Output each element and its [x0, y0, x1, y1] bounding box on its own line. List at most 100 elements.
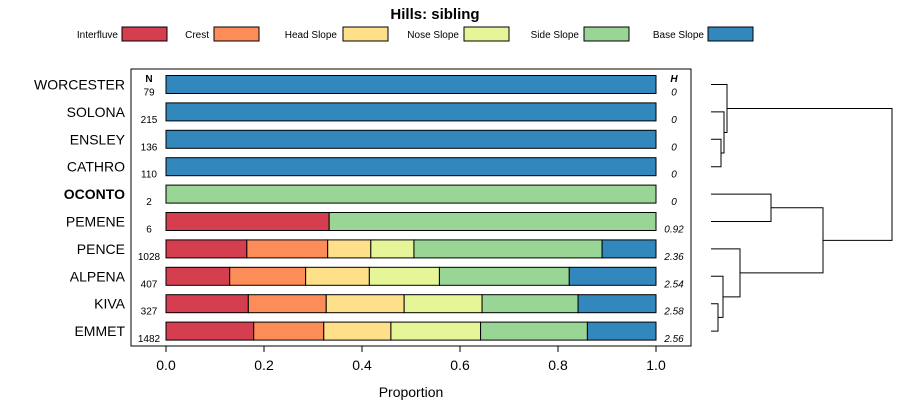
bar-segment-solona-5 — [165, 102, 657, 122]
dendrogram-link — [727, 107, 893, 241]
bar-segment-kiva-3 — [403, 294, 483, 314]
x-tick-label: 0.6 — [450, 357, 470, 373]
bar-segment-alpena-2 — [305, 266, 370, 286]
bar-segment-kiva-5 — [577, 294, 657, 314]
bar-segment-pence-1 — [246, 239, 329, 259]
x-tick-label: 0.8 — [548, 357, 568, 373]
legend-swatch-3 — [463, 26, 510, 42]
row-n-value: 215 — [141, 115, 158, 126]
row-pemene: PEMENE 6 0.92 — [66, 212, 684, 236]
row-label: SOLONA — [67, 104, 126, 120]
row-h-value: 0 — [671, 142, 677, 153]
dendrogram-link — [711, 111, 725, 154]
dendrogram — [711, 84, 893, 332]
x-tick-label: 0.2 — [254, 357, 274, 373]
legend-label-4: Side Slope — [531, 30, 580, 41]
row-label: OCONTO — [64, 186, 125, 202]
bar-segment-kiva-2 — [325, 294, 405, 314]
row-worcester: WORCESTER 79 0 — [34, 75, 677, 99]
row-h-value: 0 — [671, 170, 677, 181]
dendrogram-link — [740, 207, 824, 274]
row-n-value: 2 — [146, 197, 152, 208]
row-label: KIVA — [94, 296, 126, 312]
row-label: EMMET — [74, 323, 125, 339]
row-ensley: ENSLEY 136 0 — [70, 129, 677, 153]
legend-swatch-4 — [583, 26, 630, 42]
dendrogram-link — [711, 248, 741, 298]
row-n-value: 6 — [146, 225, 152, 236]
row-label: PEMENE — [66, 214, 125, 230]
bar-segment-pence-5 — [601, 239, 657, 259]
row-n-value: 1482 — [138, 334, 161, 345]
bar-segment-emmet-0 — [165, 321, 255, 341]
row-label: ENSLEY — [70, 131, 126, 147]
bar-segment-alpena-3 — [368, 266, 440, 286]
dendrogram-link — [711, 275, 724, 318]
bar-segment-kiva-1 — [247, 294, 327, 314]
row-h-value: 0.92 — [664, 225, 684, 236]
row-h-value: 2.56 — [663, 334, 684, 345]
bar-segment-ensley-5 — [165, 129, 657, 149]
dendrogram-link — [711, 138, 722, 168]
bar-segment-pence-3 — [370, 239, 415, 259]
x-tick-label: 0.4 — [352, 357, 372, 373]
row-n-value: 110 — [141, 170, 157, 181]
bar-segment-pence-0 — [165, 239, 248, 259]
bar-segment-kiva-0 — [165, 294, 249, 314]
chart-title: Hills: sibling — [390, 6, 479, 23]
dendrogram-link — [711, 193, 772, 222]
legend-swatch-1 — [213, 26, 260, 42]
plot-frame — [130, 68, 692, 347]
bar-segment-emmet-3 — [390, 321, 482, 341]
x-tick-label: 0.0 — [156, 357, 176, 373]
bar-segment-pemene-4 — [328, 212, 657, 231]
row-n-value: 1028 — [138, 252, 161, 263]
row-oconto: OCONTO 2 0 — [64, 184, 677, 208]
bar-segment-alpena-4 — [438, 266, 570, 286]
bar-segment-oconto-4 — [165, 184, 657, 204]
row-label: ALPENA — [70, 268, 126, 284]
n-column-header: N — [145, 74, 152, 85]
row-h-value: 0 — [671, 115, 677, 126]
row-label: WORCESTER — [34, 77, 125, 93]
bar-segment-pemene-0 — [165, 212, 330, 231]
row-h-value: 2.54 — [663, 279, 684, 290]
row-solona: SOLONA 215 0 — [67, 102, 677, 126]
legend-label-1: Crest — [185, 30, 209, 41]
bar-segment-emmet-4 — [480, 321, 588, 341]
x-axis-label: Proportion — [379, 384, 444, 400]
bar-segment-emmet-5 — [586, 321, 657, 341]
x-axis: 0.0 0.2 0.4 0.6 0.8 1.0 — [156, 346, 666, 373]
row-n-value: 327 — [141, 307, 158, 318]
row-n-value: 136 — [141, 142, 158, 153]
bar-segment-alpena-1 — [229, 266, 307, 286]
row-h-value: 0 — [671, 197, 677, 208]
legend-swatch-0 — [121, 26, 168, 42]
row-cathro: CATHRO 110 0 — [67, 157, 677, 181]
row-pence: PENCE 1028 2.36 — [77, 239, 684, 263]
legend-label-0: Interfluve — [77, 30, 119, 41]
bar-segment-kiva-4 — [481, 294, 579, 314]
h-column-header: H — [670, 74, 678, 85]
row-alpena: ALPENA 407 2.54 — [70, 266, 684, 290]
dendrogram-link — [711, 303, 719, 332]
row-kiva: KIVA 327 2.58 — [94, 294, 684, 318]
bar-segment-emmet-2 — [323, 321, 392, 341]
x-tick-label: 1.0 — [646, 357, 666, 373]
legend-swatch-5 — [707, 26, 754, 42]
bar-segment-cathro-5 — [165, 157, 657, 177]
row-n-value: 79 — [143, 88, 155, 99]
row-label: CATHRO — [67, 159, 125, 175]
legend-label-5: Base Slope — [653, 30, 705, 41]
bar-segment-pence-2 — [327, 239, 372, 259]
bar-segment-pence-4 — [413, 239, 603, 259]
bar-segment-alpena-5 — [568, 266, 657, 286]
row-h-value: 2.58 — [663, 307, 684, 318]
bar-segment-emmet-1 — [253, 321, 325, 341]
legend-swatch-2 — [342, 26, 389, 42]
row-h-value: 0 — [671, 88, 677, 99]
bar-segment-worcester-5 — [165, 75, 657, 94]
row-h-value: 2.36 — [663, 252, 684, 263]
legend-label-3: Nose Slope — [407, 30, 459, 41]
